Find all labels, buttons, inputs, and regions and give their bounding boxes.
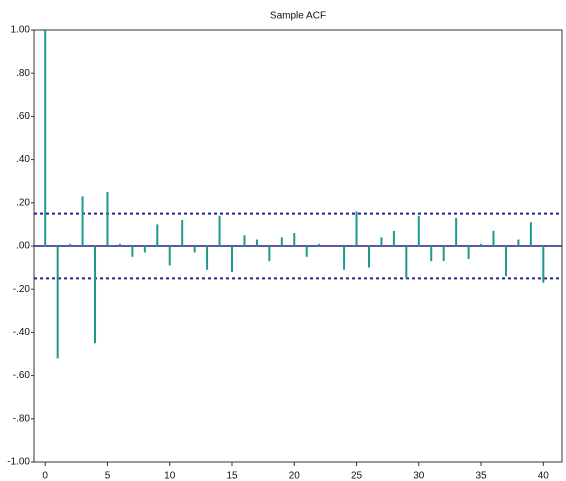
x-tick-label: 35 — [475, 471, 487, 481]
y-tick-label: -.80 — [13, 413, 31, 424]
x-tick-label: 0 — [42, 471, 48, 481]
x-tick-label: 20 — [289, 471, 301, 481]
y-tick-label: .40 — [16, 154, 30, 165]
y-tick-label: .20 — [16, 197, 30, 208]
y-tick-label: -.60 — [13, 370, 31, 381]
y-tick-label: .00 — [16, 241, 30, 252]
y-tick-label: .80 — [16, 68, 30, 79]
y-tick-label: -.20 — [13, 284, 31, 295]
y-tick-label: -.40 — [13, 327, 31, 338]
y-tick-label: -1.00 — [7, 457, 30, 468]
y-tick-label: 1.00 — [11, 25, 31, 36]
chart-title: Sample ACF — [270, 11, 326, 22]
x-tick-label: 5 — [105, 471, 111, 481]
x-tick-label: 30 — [413, 471, 425, 481]
x-tick-label: 10 — [164, 471, 176, 481]
y-tick-label: .60 — [16, 111, 30, 122]
x-tick-label: 25 — [351, 471, 363, 481]
x-tick-label: 15 — [226, 471, 238, 481]
x-tick-label: 40 — [538, 471, 550, 481]
